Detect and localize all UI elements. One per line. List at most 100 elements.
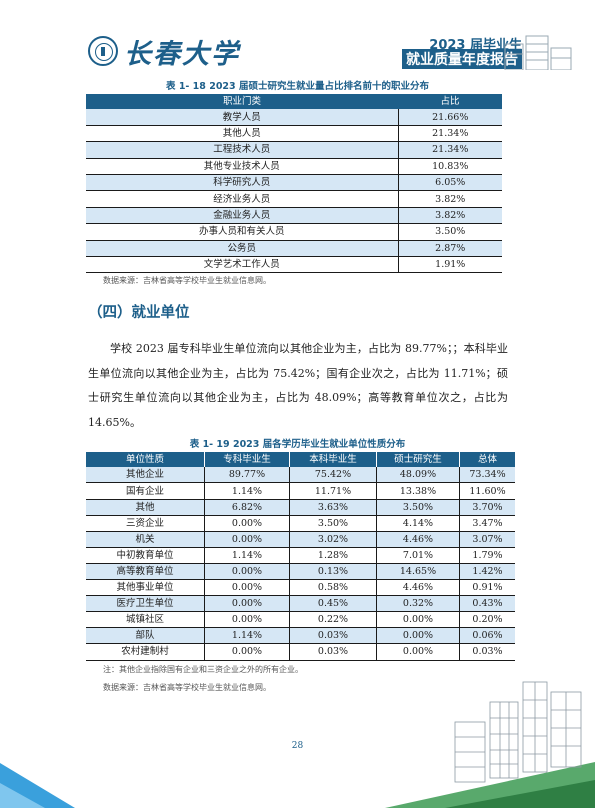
campus-skyline-illustration-icon (385, 681, 595, 808)
value-cell: 3.50% (376, 499, 460, 516)
table2-row: 医疗卫生单位 0.00% 0.45% 0.32% 0.43% (86, 595, 515, 613)
value-cell: 7.01% (376, 547, 460, 564)
row-label-cell: 文学艺术工作人员 (86, 256, 399, 274)
value-cell: 3.07% (459, 531, 515, 548)
value-cell: 1.14% (204, 482, 290, 500)
table1-row: 经济业务人员 3.82% (86, 190, 502, 208)
value-cell: 3.47% (459, 515, 515, 532)
table1-row: 公务员 2.87% (86, 240, 502, 257)
table1-row: 工程技术人员 21.34% (86, 141, 502, 159)
value-cell: 21.34% (398, 141, 502, 159)
value-cell: 0.03% (289, 627, 377, 645)
table2-note: 注：其他企业指除国有企业和三资企业之外的所有企业。 (103, 665, 303, 674)
value-cell: 0.00% (204, 611, 290, 629)
table2-row: 农村建制村 0.00% 0.03% 0.00% 0.03% (86, 643, 515, 661)
occupation-distribution-table: 职业门类 占比 教学人员 21.66% 其他人员 21.34% 工程技术人员 21.34%… (86, 94, 502, 274)
value-cell: 0.00% (204, 643, 290, 661)
row-label-cell: 医疗卫生单位 (86, 595, 205, 613)
value-cell: 1.42% (459, 563, 515, 581)
table2-source: 数据来源：吉林省高等学校毕业生就业信息网。 (103, 683, 271, 692)
row-label-cell: 高等教育单位 (86, 563, 205, 581)
value-cell: 73.34% (459, 467, 515, 484)
table2-row: 部队 1.14% 0.03% 0.00% 0.06% (86, 627, 515, 645)
row-label-cell: 其他企业 (86, 467, 205, 484)
value-cell: 0.13% (289, 563, 377, 581)
value-cell: 3.63% (289, 499, 377, 516)
value-cell: 0.00% (204, 579, 290, 597)
university-seal-icon (88, 36, 118, 66)
corner-decoration-inner (0, 783, 45, 808)
value-cell: 3.50% (398, 223, 502, 241)
report-title-line2: 就业质量年度报告 (402, 49, 522, 69)
row-label-cell: 城镇社区 (86, 611, 205, 629)
report-title: 2023 届毕业生 就业质量年度报告 (370, 34, 530, 69)
row-label-cell: 金融业务人员 (86, 207, 399, 225)
value-cell: 3.02% (289, 531, 377, 548)
value-cell: 89.77% (204, 467, 290, 484)
value-cell: 0.45% (289, 595, 377, 613)
table2-row: 国有企业 1.14% 11.71% 13.38% 11.60% (86, 482, 515, 500)
page-header: 长春大学 2023 届毕业生 就业质量年度报告 (0, 0, 595, 70)
table1-row: 其他人员 21.34% (86, 125, 502, 143)
value-cell: 0.00% (204, 595, 290, 613)
table1-row: 办事人员和有关人员 3.50% (86, 223, 502, 241)
row-label-cell: 其他人员 (86, 125, 399, 143)
table2-caption: 表 1- 19 2023 届各学历毕业生就业单位性质分布 (189, 439, 406, 450)
value-cell: 3.70% (459, 499, 515, 516)
row-label-cell: 办事人员和有关人员 (86, 223, 399, 241)
row-label-cell: 部队 (86, 627, 205, 645)
table1-row: 文学艺术工作人员 1.91% (86, 256, 502, 274)
value-cell: 4.46% (376, 579, 460, 597)
table1-row: 其他专业技术人员 10.83% (86, 158, 502, 175)
table1-row: 科学研究人员 6.05% (86, 174, 502, 192)
value-cell: 11.71% (289, 482, 377, 500)
row-label-cell: 经济业务人员 (86, 190, 399, 208)
table2-row: 其他事业单位 0.00% 0.58% 4.46% 0.91% (86, 579, 515, 597)
row-label-cell: 其他专业技术人员 (86, 158, 399, 175)
header-building-illustration-icon (504, 35, 572, 70)
value-cell: 14.65% (376, 563, 460, 581)
value-cell: 1.14% (204, 627, 290, 645)
value-cell: 0.32% (376, 595, 460, 613)
value-cell: 0.03% (289, 643, 377, 661)
row-label-cell: 教学人员 (86, 109, 399, 126)
value-cell: 1.28% (289, 547, 377, 564)
value-cell: 2.87% (398, 240, 502, 257)
value-cell: 1.79% (459, 547, 515, 564)
value-cell: 4.46% (376, 531, 460, 548)
row-label-cell: 农村建制村 (86, 643, 205, 661)
table1-header-occupation: 职业门类 (86, 94, 398, 110)
table2-row: 其他企业 89.77% 75.42% 48.09% 73.34% (86, 467, 515, 484)
value-cell: 0.43% (459, 595, 515, 613)
table2-header-undergraduate: 本科毕业生 (289, 452, 377, 468)
page-number: 28 (291, 741, 304, 751)
row-label-cell: 工程技术人员 (86, 141, 399, 159)
value-cell: 0.00% (204, 515, 290, 532)
table2-row: 其他 6.82% 3.63% 3.50% 3.70% (86, 499, 515, 516)
university-logo-text: 长春大学 (124, 39, 240, 70)
table2-row: 城镇社区 0.00% 0.22% 0.00% 0.20% (86, 611, 515, 629)
row-label-cell: 其他事业单位 (86, 579, 205, 597)
section-title: （四）就业单位 (88, 305, 190, 321)
row-label-cell: 三资企业 (86, 515, 205, 532)
value-cell: 0.00% (376, 611, 460, 629)
table2-row: 三资企业 0.00% 3.50% 4.14% 3.47% (86, 515, 515, 532)
value-cell: 0.03% (459, 643, 515, 661)
table2-header-junior-college: 专科毕业生 (204, 452, 290, 468)
value-cell: 1.91% (398, 256, 502, 274)
table2-row: 中初教育单位 1.14% 1.28% 7.01% 1.79% (86, 547, 515, 564)
value-cell: 48.09% (376, 467, 460, 484)
table2-row: 机关 0.00% 3.02% 4.46% 3.07% (86, 531, 515, 548)
value-cell: 0.91% (459, 579, 515, 597)
value-cell: 0.06% (459, 627, 515, 645)
value-cell: 3.82% (398, 207, 502, 225)
table1-caption: 表 1- 18 2023 届硕士研究生就业量占比排名前十的职业分布 (166, 81, 429, 92)
table1-source: 数据来源：吉林省高等学校毕业生就业信息网。 (103, 276, 271, 285)
table2-header-masters: 硕士研究生 (376, 452, 460, 468)
value-cell: 0.00% (376, 627, 460, 645)
value-cell: 6.05% (398, 174, 502, 192)
table1-header-share: 占比 (398, 94, 502, 110)
value-cell: 1.14% (204, 547, 290, 564)
row-label-cell: 其他 (86, 499, 205, 516)
value-cell: 3.50% (289, 515, 377, 532)
